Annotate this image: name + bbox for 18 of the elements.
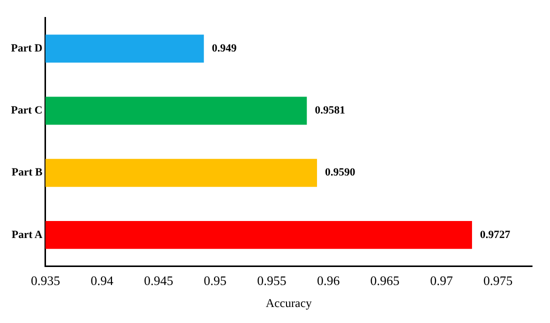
- x-tick-label: 0.975: [483, 273, 513, 288]
- y-tick-label: Part D: [10, 42, 43, 54]
- x-axis-title: Accuracy: [266, 296, 312, 310]
- x-tick-label: 0.935: [30, 273, 60, 288]
- x-tick-label: 0.955: [257, 273, 286, 288]
- x-tick-label: 0.97: [430, 273, 454, 288]
- y-tick-label: Part A: [12, 228, 43, 241]
- x-tick-label: 0.965: [370, 273, 400, 288]
- x-tick-label: 0.95: [204, 273, 227, 288]
- x-tick-label: 0.94: [90, 273, 114, 288]
- y-tick-label: Part C: [10, 104, 43, 117]
- x-tick-label: 0.945: [144, 273, 174, 288]
- data-label: 0.9590: [325, 166, 356, 179]
- data-label: 0.949: [212, 42, 238, 54]
- y-tick-label: Part B: [12, 166, 44, 179]
- x-tick-label: 0.96: [316, 273, 340, 288]
- data-label: 0.9581: [314, 104, 346, 117]
- data-label: 0.9727: [480, 228, 511, 241]
